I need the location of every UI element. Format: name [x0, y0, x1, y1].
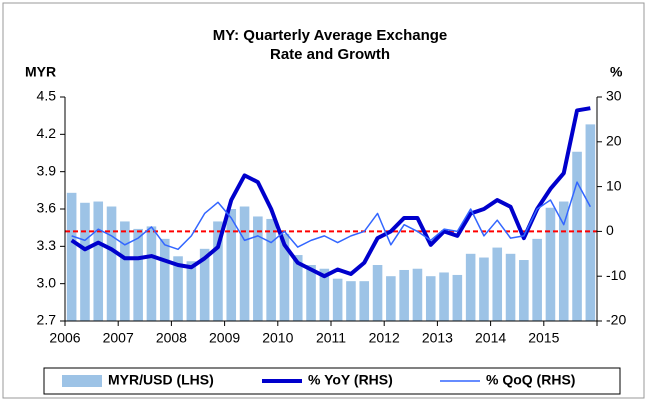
y2-tick-label: -20: [606, 312, 626, 328]
x-tick-label: 2012: [369, 330, 400, 346]
bar: [199, 248, 210, 321]
y-tick-label: 3.9: [37, 162, 57, 178]
y-tick-label: 4.2: [37, 125, 57, 141]
bar: [425, 276, 436, 321]
bar: [173, 256, 183, 321]
bar: [545, 207, 556, 321]
x-tick-label: 2011: [316, 330, 346, 346]
x-tick-label: 2014: [475, 330, 506, 346]
legend-label: % YoY (RHS): [308, 372, 393, 388]
y-tick-label: 4.5: [37, 88, 57, 104]
y-tick-label: 3.6: [37, 200, 57, 216]
bar: [399, 269, 409, 321]
x-tick-label: 2007: [103, 330, 134, 346]
bar: [465, 253, 476, 321]
x-tick-label: 2010: [262, 330, 293, 346]
line: [70, 106, 591, 279]
bar: [346, 281, 356, 321]
bar: [292, 255, 303, 321]
bar: [439, 272, 449, 321]
bar: [266, 218, 276, 321]
bar: [359, 281, 370, 321]
x-tick-label: 2013: [422, 330, 453, 346]
y-tick-label: 3.3: [37, 237, 57, 253]
y2-tick-label: 10: [606, 177, 622, 193]
y2-axis-title: %: [610, 64, 623, 80]
bar: [146, 226, 157, 321]
bar: [213, 221, 223, 321]
y-axis-title: MYR: [25, 64, 56, 80]
bar: [306, 265, 316, 321]
bar: [80, 202, 90, 321]
bar: [120, 221, 130, 321]
x-tick-label: 2008: [156, 330, 187, 346]
bar: [239, 206, 250, 321]
bar: [279, 233, 290, 321]
bar: [386, 276, 396, 321]
bar: [133, 228, 143, 321]
bar: [66, 192, 77, 321]
bar: [505, 253, 516, 321]
y-tick-label: 2.7: [37, 312, 57, 328]
bar: [479, 257, 489, 321]
chart-title: MY: Quarterly Average Exchange: [213, 27, 448, 44]
bar: [159, 238, 170, 321]
legend-label: MYR/USD (LHS): [108, 372, 214, 388]
bar: [532, 238, 542, 321]
bar: [186, 261, 197, 321]
bar: [572, 151, 582, 321]
x-tick-label: 2006: [49, 330, 80, 346]
bar: [93, 201, 104, 321]
legend: [43, 367, 621, 395]
y2-tick-label: -10: [606, 267, 626, 283]
y2-tick-label: 0: [606, 222, 614, 238]
bar: [253, 216, 263, 321]
bar: [452, 274, 463, 321]
chart-title: Rate and Growth: [270, 46, 390, 63]
bar: [106, 206, 117, 321]
x-tick-label: 2009: [209, 330, 240, 346]
y2-tick-label: 20: [606, 133, 622, 149]
bar: [519, 260, 529, 321]
bar: [319, 268, 330, 321]
y-tick-label: 3.0: [37, 274, 57, 290]
y2-tick-label: 30: [606, 88, 622, 104]
bar: [332, 278, 343, 321]
bar: [558, 201, 569, 321]
bar: [372, 265, 383, 321]
legend-label: % QoQ (RHS): [486, 372, 575, 388]
line: [71, 181, 592, 251]
legend-swatch: [62, 375, 102, 387]
bar: [226, 209, 237, 321]
bar: [492, 247, 503, 321]
bar: [412, 268, 423, 321]
x-tick-label: 2015: [528, 330, 559, 346]
bar: [585, 124, 596, 321]
